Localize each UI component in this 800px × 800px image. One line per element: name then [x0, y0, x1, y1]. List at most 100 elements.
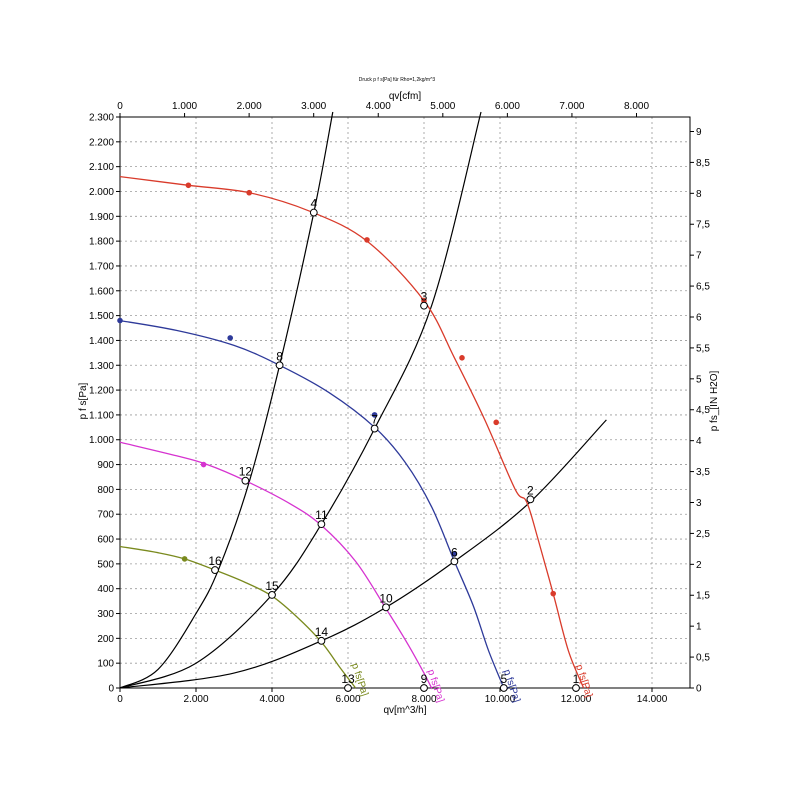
operating-point-label: 9	[421, 672, 428, 686]
operating-point-marker	[420, 684, 428, 692]
y2-tick-label: 6,5	[696, 282, 710, 293]
operating-point-label: 8	[276, 349, 283, 363]
operating-point-marker	[211, 566, 219, 574]
x-axis-title: qv[m^3/h]	[383, 705, 426, 716]
y-tick-label: 2.000	[89, 187, 114, 198]
y2-axis-title: p fs_[IN H2O]	[709, 370, 720, 431]
x-tick-label: 10.000	[485, 694, 516, 705]
y-tick-label: 700	[97, 510, 114, 521]
y-tick-label: 1.700	[89, 261, 114, 272]
y-tick-label: 500	[97, 559, 114, 570]
operating-point-label: 3	[421, 290, 428, 304]
operating-point-label: 12	[239, 465, 253, 479]
y2-tick-label: 1,5	[696, 591, 710, 602]
system-curve	[119, 111, 334, 689]
y2-tick-label: 0	[696, 684, 702, 695]
x-tick-label: 2.000	[183, 694, 208, 705]
operating-point-label: 16	[208, 554, 222, 568]
y2-tick-label: 3,5	[696, 467, 710, 478]
operating-point-label: 13	[341, 672, 355, 686]
x2-tick-label: 5.000	[430, 101, 455, 112]
measurement-marker	[451, 551, 458, 557]
fan-curve-line	[119, 175, 585, 689]
operating-point-marker	[526, 495, 535, 504]
x-tick-label: 4.000	[259, 694, 284, 705]
y-tick-label: 1.200	[89, 386, 114, 397]
measurement-marker	[117, 317, 123, 324]
y-tick-label: 100	[97, 659, 114, 670]
system-curve	[119, 111, 482, 689]
measurement-marker	[364, 237, 370, 243]
operating-point-label: 15	[265, 579, 279, 593]
y-tick-label: 800	[97, 485, 114, 496]
operating-point-label: 4	[310, 197, 317, 211]
y2-tick-label: 3	[696, 498, 702, 509]
y-tick-label: 2.200	[89, 137, 114, 148]
plot-frame	[119, 116, 691, 689]
operating-point-marker	[382, 603, 390, 612]
plot-area-border	[119, 116, 691, 689]
operating-point-label: 2	[527, 483, 534, 497]
measurement-marker	[227, 335, 233, 341]
fan-curve-line	[119, 545, 357, 689]
operating-point-label: 14	[315, 625, 329, 639]
operating-point-marker	[317, 636, 326, 645]
y-tick-label: 600	[97, 535, 114, 546]
y-tick-label: 1.300	[89, 361, 114, 372]
fan-curves: p fs[Pa]p fs[Pa]p fs[Pa]p fs[Pa]	[117, 175, 594, 704]
y-tick-label: 900	[97, 460, 114, 471]
y-tick-label: 200	[97, 634, 114, 645]
y2-tick-label: 8,5	[696, 158, 710, 169]
x2-tick-label: 6.000	[495, 101, 520, 112]
operating-point-marker	[275, 361, 284, 370]
y-tick-label: 1.600	[89, 286, 114, 297]
x2-tick-label: 2.000	[237, 101, 262, 112]
operating-point-marker	[499, 684, 508, 692]
y2-tick-label: 8	[696, 189, 702, 200]
operating-point-marker	[370, 424, 379, 433]
system-curves	[119, 111, 607, 689]
x2-tick-label: 1.000	[172, 101, 197, 112]
measurement-marker	[200, 461, 207, 468]
operating-point-marker	[420, 301, 428, 310]
x2-axis-title: qv[cfm]	[389, 91, 421, 102]
operating-point-marker	[241, 476, 250, 485]
x-tick-label: 8.000	[411, 694, 436, 705]
measurement-marker	[459, 355, 465, 361]
x-tick-label: 0	[117, 694, 123, 705]
y2-tick-label: 2,5	[696, 529, 710, 540]
operating-point-marker	[450, 557, 459, 566]
operating-point-marker	[317, 520, 326, 529]
y2-tick-label: 9	[696, 127, 702, 138]
operating-point-label: 1	[573, 672, 580, 686]
y-tick-label: 0	[108, 684, 114, 695]
measurement-marker	[371, 412, 378, 418]
operating-point-marker	[268, 591, 276, 599]
grid	[120, 117, 690, 688]
y-axis-title: p f s[Pa]	[78, 382, 89, 419]
y2-tick-label: 6	[696, 312, 702, 323]
operating-point-marker	[572, 684, 580, 692]
y2-tick-label: 5,5	[696, 343, 710, 354]
measurement-marker	[185, 182, 192, 189]
y-tick-label: 1.100	[89, 410, 114, 421]
y2-tick-label: 4	[696, 436, 702, 447]
y2-tick-label: 4,5	[696, 405, 710, 416]
y2-tick-label: 7	[696, 251, 702, 262]
x-tick-label: 12.000	[561, 694, 592, 705]
operating-point-marker	[309, 208, 318, 217]
y2-tick-label: 1	[696, 622, 702, 633]
x2-tick-label: 3.000	[301, 101, 326, 112]
operating-point-label: 10	[379, 591, 393, 605]
y-tick-label: 1.800	[89, 237, 114, 248]
x2-tick-label: 7.000	[559, 101, 584, 112]
operating-point-marker	[344, 684, 352, 692]
x-tick-label: 14.000	[637, 694, 668, 705]
y2-tick-label: 7,5	[696, 220, 710, 231]
y2-tick-label: 5	[696, 374, 702, 385]
fan-curve-line	[119, 319, 505, 689]
operating-point-label: 6	[451, 545, 458, 559]
y2-tick-label: 0,5	[696, 653, 710, 664]
